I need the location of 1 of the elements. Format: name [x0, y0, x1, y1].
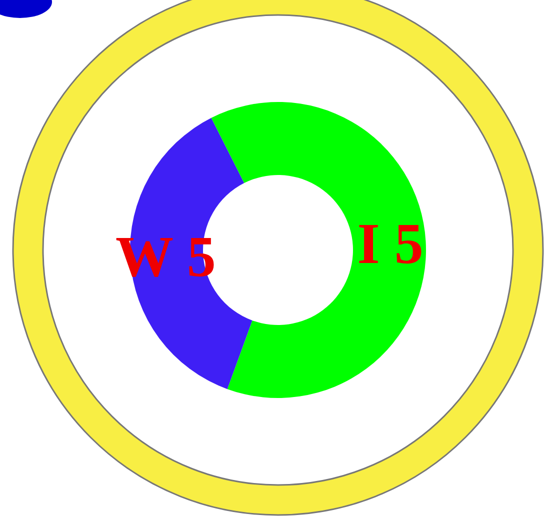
slice-label: I 5	[357, 210, 424, 276]
